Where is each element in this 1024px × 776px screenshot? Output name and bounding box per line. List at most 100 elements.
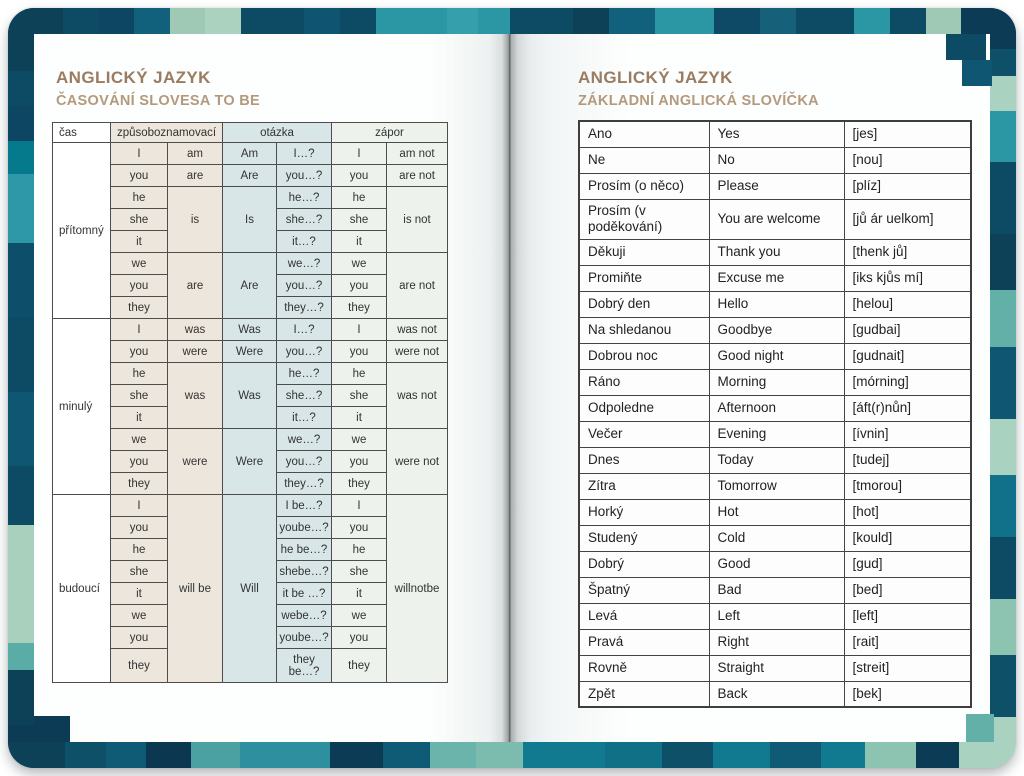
tobe-row: we webe…? we (53, 604, 448, 627)
mosaic-tile (8, 105, 34, 142)
vocab-row: Večer Evening [ívnin] (578, 420, 972, 448)
mosaic-tile (769, 742, 821, 768)
mosaic-tile (8, 317, 34, 392)
czech-word-cell: Dnes (578, 446, 710, 474)
czech-word-cell: Dobrou noc (578, 342, 710, 370)
tobe-cell: are not (386, 252, 449, 319)
vocab-row: Prosím (v poděkování) You are welcome [jů … (578, 198, 972, 240)
vocab-row: Ano Yes [jes] (578, 120, 972, 148)
tobe-header-cell: zápor (331, 122, 449, 143)
tobe-header-cell: způsoboznamovací (110, 122, 223, 143)
pronunciation-cell: [gud] (843, 550, 972, 578)
english-word-cell: Afternoon (708, 394, 845, 422)
mosaic-tile (304, 8, 340, 34)
vocab-row: Dobrou noc Good night [gudnait] (578, 342, 972, 370)
english-word-cell: Straight (708, 654, 845, 682)
tobe-cell: she (110, 208, 168, 231)
vocab-row: Zpět Back [bek] (578, 680, 972, 708)
mosaic-tile (854, 8, 891, 34)
tobe-cell: will be (167, 494, 223, 683)
czech-word-cell: Ano (578, 120, 710, 148)
tobe-cell: they (331, 296, 388, 319)
mosaic-bottom-strip (8, 742, 1016, 768)
pronunciation-cell: [nou] (843, 146, 972, 174)
mosaic-tile (146, 742, 192, 768)
english-word-cell: Good night (708, 342, 845, 370)
tobe-row: she she…? she (53, 384, 448, 407)
vocab-row: Na shledanou Goodbye [gudbai] (578, 316, 972, 344)
vocab-row: Dobrý Good [gud] (578, 550, 972, 578)
left-page-title: ANGLICKÝ JAZYK (56, 68, 211, 87)
tobe-cell: we (331, 428, 388, 451)
mosaic-tile (890, 8, 926, 34)
mosaic-tile (961, 8, 1016, 34)
tobe-cell: yoube…? (275, 626, 333, 649)
mosaic-tile (134, 8, 170, 34)
vocab-row: Děkuji Thank you [thenk jů] (578, 238, 972, 266)
tobe-cell: I be…? (275, 494, 333, 517)
pronunciation-cell: [plíz] (843, 172, 972, 200)
tobe-cell: you (331, 626, 388, 649)
tobe-cell: she (110, 384, 168, 407)
vocab-row: Dnes Today [tudej] (578, 446, 972, 474)
pronunciation-cell: [helou] (843, 290, 972, 318)
tobe-cell: Are (222, 164, 277, 187)
tense-cell: budoucí (52, 494, 111, 683)
tobe-cell: was (167, 318, 223, 341)
tobe-cell: am (167, 142, 223, 165)
mosaic-tile (990, 655, 1016, 717)
pronunciation-cell: [tmorou] (843, 472, 972, 500)
tobe-cell: you (331, 340, 388, 363)
english-word-cell: Hot (708, 498, 845, 526)
mosaic-tile (795, 8, 855, 34)
vocab-row: Špatný Bad [bed] (578, 576, 972, 604)
mosaic-tile (925, 8, 962, 34)
english-word-cell: Hello (708, 290, 845, 318)
tobe-cell: he (110, 362, 168, 385)
mosaic-tile (990, 475, 1016, 537)
tobe-cell: it…? (275, 406, 333, 429)
mosaic-tile (990, 598, 1016, 656)
tobe-cell: he (110, 538, 168, 561)
tobe-cell: shebe…? (275, 560, 333, 583)
czech-word-cell: Prosím (v poděkování) (578, 198, 710, 240)
mosaic-tile (8, 742, 66, 768)
tobe-cell: you (110, 340, 168, 363)
mosaic-step-tile (946, 34, 986, 60)
mosaic-tile (105, 742, 147, 768)
tobe-cell: it…? (275, 230, 333, 253)
mosaic-tile (241, 8, 305, 34)
tobe-cell: they be…? (275, 648, 333, 683)
tobe-cell: they…? (275, 472, 333, 495)
english-word-cell: Goodbye (708, 316, 845, 344)
tobe-cell: you (331, 274, 388, 297)
mosaic-tile (8, 466, 34, 526)
tobe-cell: you…? (275, 340, 333, 363)
tobe-cell: am not (386, 142, 449, 165)
mosaic-tile (990, 536, 1016, 599)
tobe-cell: webe…? (275, 604, 333, 627)
mosaic-tile (990, 346, 1016, 419)
tobe-cell: he be…? (275, 538, 333, 561)
vocab-row: Rovně Straight [streit] (578, 654, 972, 682)
tobe-row: you were Were you…? you were not (53, 340, 449, 363)
mosaic-step-tile (34, 716, 70, 742)
czech-word-cell: Rovně (578, 654, 710, 682)
tobe-row: they they…? they (53, 296, 448, 319)
pronunciation-cell: [mórning] (843, 368, 972, 396)
pronunciation-cell: [bed] (843, 576, 972, 604)
vocab-row: Horký Hot [hot] (578, 498, 972, 526)
mosaic-tile (240, 742, 290, 768)
tobe-cell: he…? (275, 186, 333, 209)
vocab-row: Dobrý den Hello [helou] (578, 290, 972, 318)
english-word-cell: Back (708, 680, 845, 708)
mosaic-tile (382, 742, 430, 768)
left-page-subtitle: ČASOVÁNÍ SLOVESA TO BE (56, 93, 260, 109)
tobe-cell: we…? (275, 428, 333, 451)
english-word-cell: Good (708, 550, 845, 578)
tobe-row: they they…? they (53, 472, 448, 495)
tobe-cell: are (167, 164, 223, 187)
vocab-row: Zítra Tomorrow [tmorou] (578, 472, 972, 500)
pronunciation-cell: [tudej] (843, 446, 972, 474)
